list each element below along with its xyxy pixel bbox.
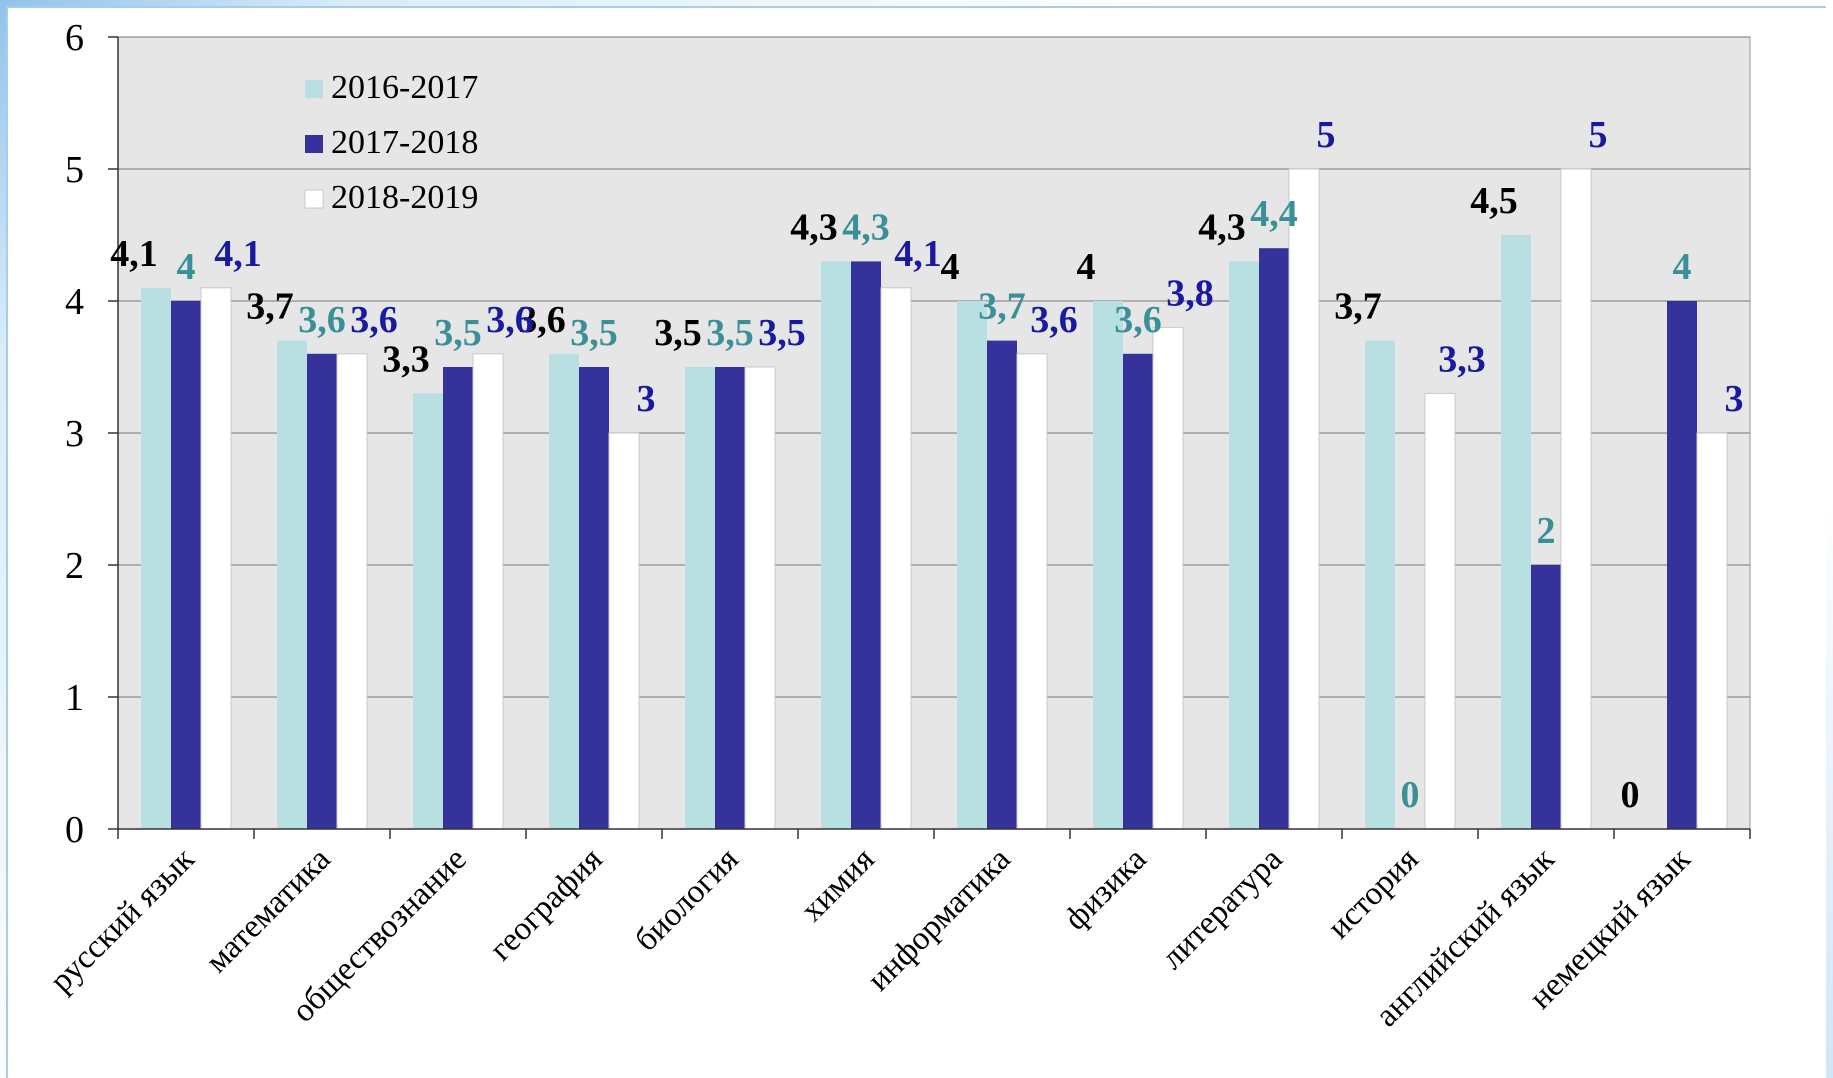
bars — [141, 168, 1728, 830]
bar — [549, 353, 579, 829]
x-tick-label: математика — [199, 841, 338, 980]
bar — [1288, 168, 1320, 830]
bar — [1531, 565, 1561, 829]
data-label: 3,8 — [1166, 272, 1214, 314]
data-label: 3,6 — [350, 299, 398, 341]
data-label: 4,3 — [1198, 206, 1246, 248]
x-tick-label: информатика — [861, 841, 1018, 998]
bar — [1259, 248, 1289, 829]
data-label: 3,6 — [298, 299, 346, 341]
gridlines — [118, 36, 1750, 698]
data-label: 0 — [1401, 774, 1420, 816]
y-tick-label: 0 — [65, 809, 84, 851]
data-label: 4,1 — [110, 233, 158, 275]
bar — [880, 287, 912, 830]
data-label: 3,3 — [1438, 338, 1486, 380]
legend-label: 2016-2017 — [331, 69, 478, 106]
legend-swatch — [305, 80, 323, 98]
data-label: 3,6 — [1030, 299, 1078, 341]
data-label: 5 — [1317, 114, 1336, 156]
y-axis-ticks: 0 1 2 3 4 5 6 — [65, 17, 118, 851]
data-label: 4 — [1077, 246, 1096, 288]
bar — [851, 261, 881, 829]
data-label: 3,7 — [978, 286, 1026, 328]
legend-swatch — [305, 135, 323, 153]
data-label: 3 — [1725, 378, 1744, 420]
bar — [579, 367, 609, 829]
x-tick-label: русский язык — [43, 841, 202, 1000]
data-label: 3,6 — [1114, 299, 1162, 341]
data-label: 3,5 — [706, 312, 754, 354]
x-tick-label: физика — [1058, 841, 1154, 937]
x-tick-label: литература — [1155, 841, 1290, 976]
bar — [141, 287, 171, 829]
data-label: 4,4 — [1250, 193, 1298, 235]
data-label: 4 — [941, 246, 960, 288]
y-tick-label: 2 — [65, 545, 84, 587]
bar — [957, 301, 987, 829]
bar — [171, 301, 201, 829]
x-tick-label: химия — [794, 841, 882, 929]
bar — [715, 367, 745, 829]
bar — [1365, 340, 1395, 829]
y-tick-label: 3 — [65, 413, 84, 455]
bar — [1424, 392, 1456, 830]
legend-swatch — [304, 189, 324, 209]
data-label: 4,1 — [894, 233, 942, 275]
bar — [1667, 301, 1697, 829]
bar — [307, 353, 337, 829]
data-label: 3,5 — [434, 312, 482, 354]
legend-label: 2018-2019 — [331, 179, 478, 216]
bar — [608, 432, 640, 830]
bar — [1229, 261, 1259, 829]
bar — [987, 340, 1017, 829]
legend: 2016-2017 2017-2018 2018-2019 — [304, 69, 478, 216]
x-tick-label: география — [483, 841, 610, 968]
legend-label: 2017-2018 — [331, 124, 478, 161]
data-label: 4,5 — [1470, 180, 1518, 222]
data-label: 4,3 — [790, 206, 838, 248]
bar — [413, 393, 443, 829]
bar — [1093, 301, 1123, 829]
data-label: 3,5 — [654, 312, 702, 354]
data-label: 3,6 — [518, 299, 566, 341]
bar — [200, 287, 232, 830]
bar — [1696, 432, 1728, 830]
bar — [744, 366, 776, 830]
data-label: 3,5 — [570, 312, 618, 354]
bar — [685, 367, 715, 829]
bar — [1016, 353, 1048, 830]
bar — [821, 261, 851, 829]
data-label: 4 — [1673, 246, 1692, 288]
y-tick-label: 5 — [65, 149, 84, 191]
x-tick-label: история — [1321, 841, 1426, 946]
bar — [1123, 353, 1153, 829]
data-label: 3,5 — [758, 312, 806, 354]
data-label: 4 — [177, 246, 196, 288]
y-tick-label: 6 — [65, 17, 84, 59]
data-label: 3,3 — [382, 338, 430, 380]
data-label: 0 — [1621, 774, 1640, 816]
data-label: 3,7 — [1334, 286, 1382, 328]
data-label: 3 — [637, 378, 656, 420]
bar — [1152, 326, 1184, 830]
bar — [443, 367, 473, 829]
data-label: 5 — [1589, 114, 1608, 156]
bar — [472, 353, 504, 830]
y-tick-label: 1 — [65, 677, 84, 719]
bar — [1560, 168, 1592, 830]
bar — [277, 340, 307, 829]
data-label: 3,6 — [486, 299, 534, 341]
data-label: 4,3 — [842, 206, 890, 248]
bar — [1501, 235, 1531, 829]
data-label: 2 — [1537, 510, 1556, 552]
data-label: 3,7 — [246, 286, 294, 328]
x-tick-label: биология — [628, 841, 745, 958]
y-tick-label: 4 — [65, 281, 84, 323]
bar — [336, 353, 368, 830]
data-label: 4,1 — [214, 233, 262, 275]
